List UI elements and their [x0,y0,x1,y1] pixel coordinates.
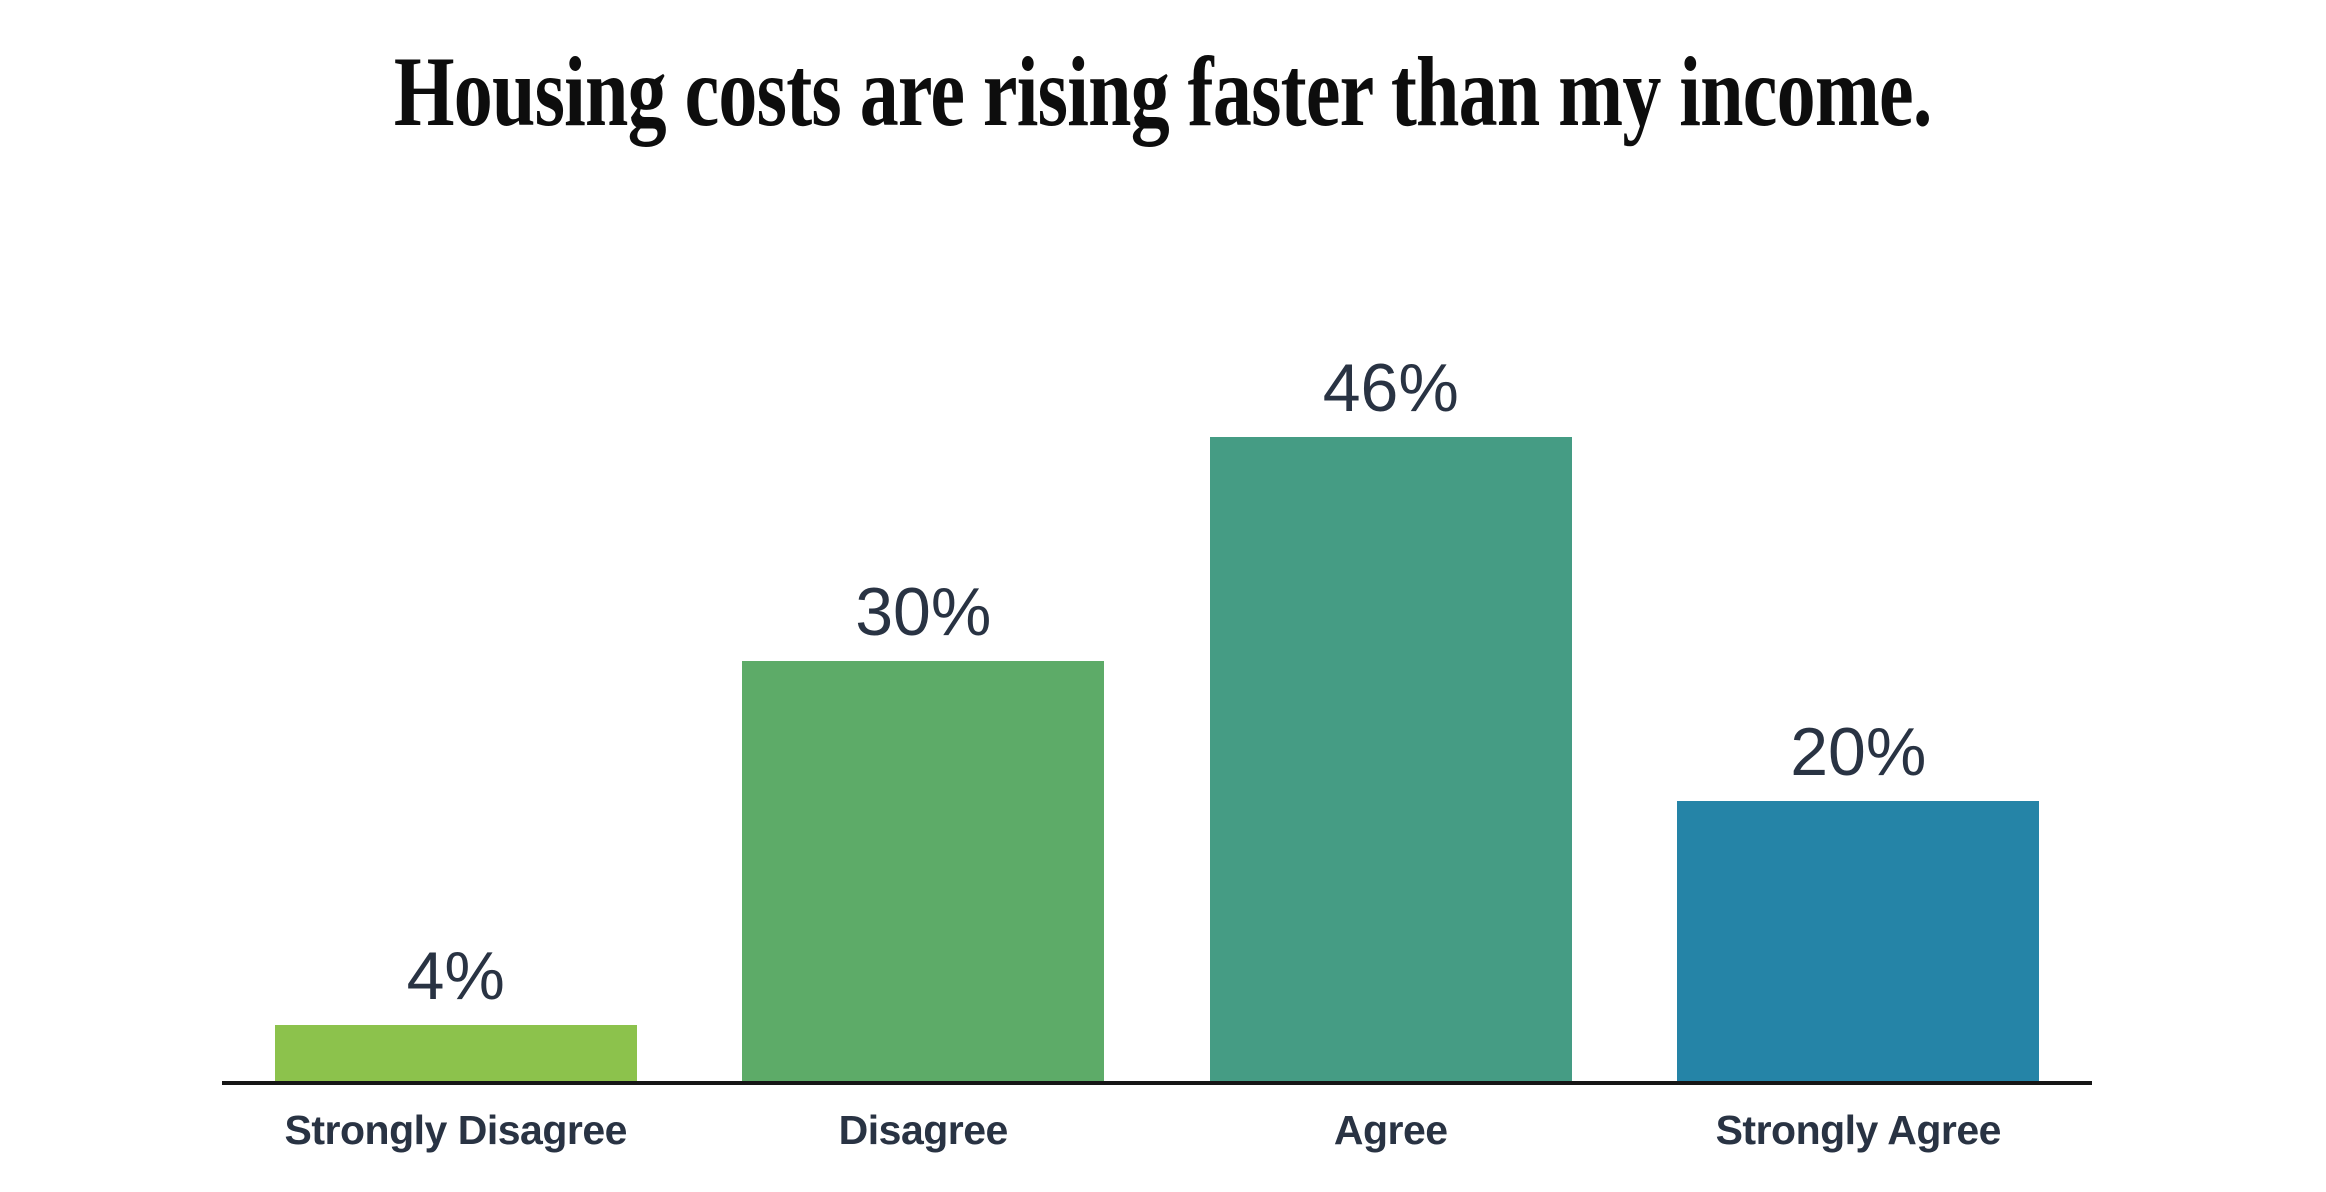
bar-category-label: Strongly Agree [1715,1107,2002,1153]
chart-title: Housing costs are rising faster than my … [394,36,1933,147]
bar-column: 46% [1209,350,1572,1081]
bar-value-label: 46% [1322,350,1459,426]
bar-column: 4% [274,938,637,1081]
bar [1677,801,2040,1081]
bar-column: 20% [1677,714,2040,1081]
x-axis-line [222,1081,2092,1085]
bar [274,1025,637,1081]
bar-category-label: Disagree [838,1107,1009,1153]
bar-value-label: 4% [406,938,505,1014]
bar-column: 30% [742,574,1105,1081]
bar [742,661,1105,1081]
bar-value-label: 30% [855,574,992,650]
bar-category-label: Strongly Disagree [284,1107,628,1153]
bar-category-label: Agree [1333,1107,1448,1153]
bar-value-label: 20% [1790,714,1927,790]
bar [1209,437,1572,1081]
chart-title-row: Housing costs are rising faster than my … [0,42,2326,142]
